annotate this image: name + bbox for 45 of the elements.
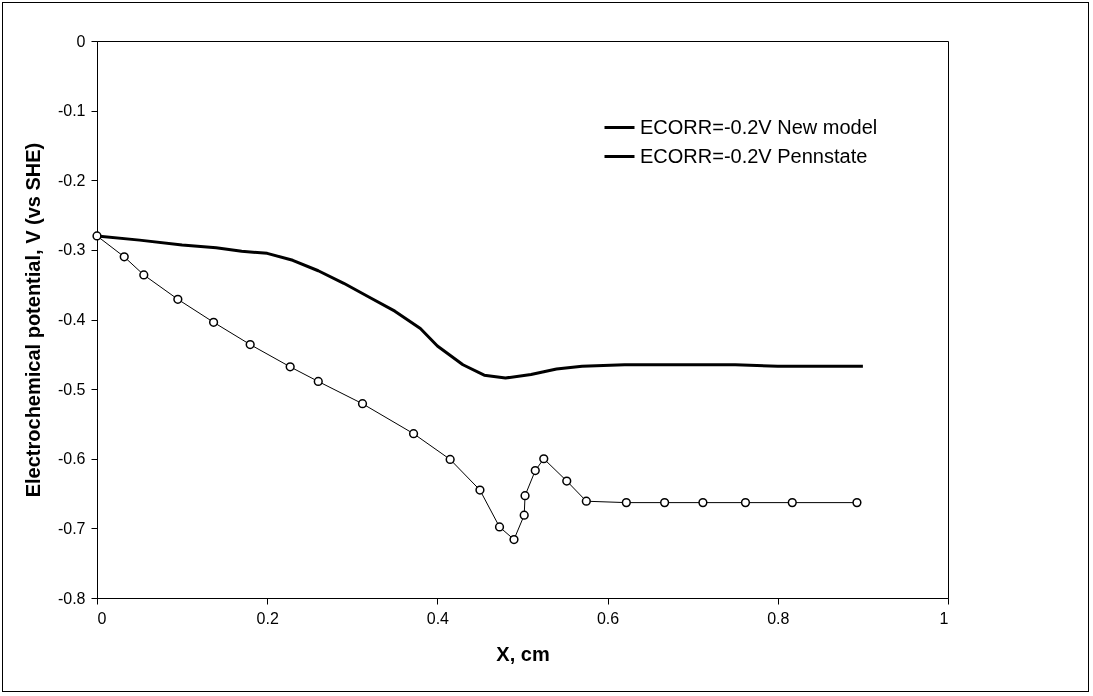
point <box>659 498 670 508</box>
point <box>408 429 419 439</box>
point <box>519 510 529 520</box>
point <box>313 376 323 387</box>
legend-label: ECORR=-0.2V Pennstate <box>640 144 868 167</box>
point <box>740 498 751 508</box>
legend-label: ECORR=-0.2V New model <box>640 115 878 138</box>
point <box>581 496 591 506</box>
x-axis-title: X, cm <box>496 642 550 665</box>
point <box>787 498 797 508</box>
point <box>494 522 505 532</box>
point <box>245 339 255 350</box>
x-tick-label: 0.2 <box>256 609 279 627</box>
point <box>173 294 183 304</box>
y-tick-label: -0.8 <box>57 589 86 607</box>
x-tick-label: 0.8 <box>767 609 790 627</box>
x-tick-label: 0.6 <box>596 609 620 627</box>
point <box>621 498 631 508</box>
y-tick-label: -0.3 <box>57 241 86 259</box>
y-tick-label: -0.5 <box>57 380 86 398</box>
point <box>475 485 485 495</box>
point <box>509 534 519 545</box>
point <box>208 317 219 327</box>
point <box>539 454 549 464</box>
point <box>357 399 368 409</box>
y-tick-label: -0.6 <box>57 450 86 468</box>
point <box>285 362 295 372</box>
x-tick-label: 1 <box>939 609 949 627</box>
point <box>119 252 129 262</box>
y-tick-label: -0.1 <box>57 102 86 120</box>
point <box>562 476 572 486</box>
point <box>445 454 455 465</box>
y-tick-label: 0 <box>76 32 86 50</box>
point <box>530 465 540 476</box>
point <box>520 491 530 501</box>
x-tick-label: 0 <box>97 609 107 627</box>
point <box>852 498 862 508</box>
y-tick-label: -0.4 <box>57 311 86 328</box>
y-axis-title: Electrochemical potential, V (vs SHE) <box>21 142 44 498</box>
point <box>698 498 708 508</box>
point <box>92 231 102 241</box>
y-tick-label: -0.7 <box>57 519 86 537</box>
point <box>139 270 149 280</box>
y-tick-label: -0.2 <box>57 171 86 189</box>
x-tick-label: 0.4 <box>426 609 450 627</box>
